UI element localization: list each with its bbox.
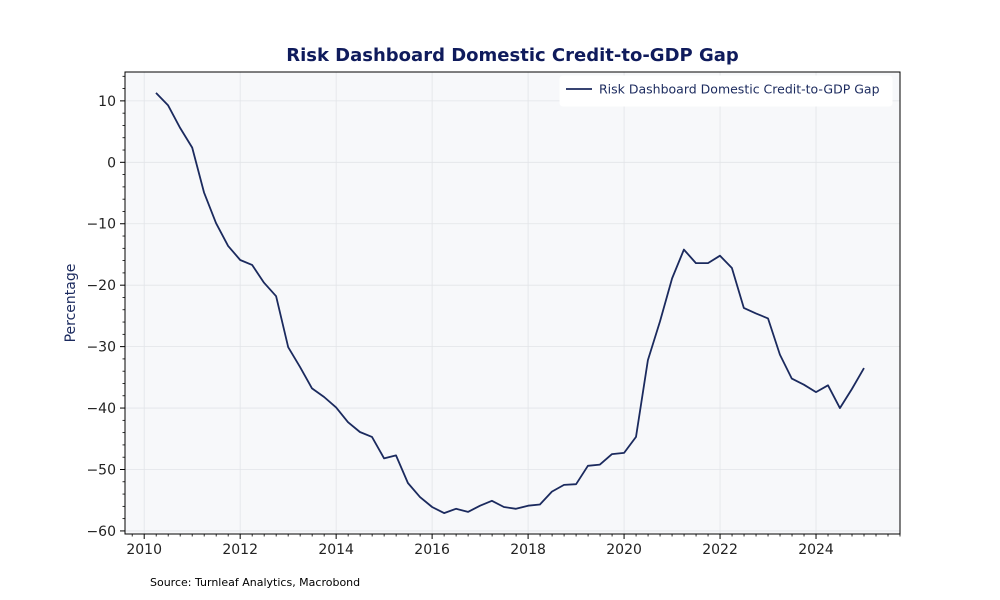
y-tick-label: −60 bbox=[86, 524, 116, 540]
series-line bbox=[155, 92, 865, 514]
x-tick-label: 2012 bbox=[222, 542, 258, 558]
source-note: Source: Turnleaf Analytics, Macrobond bbox=[150, 576, 361, 589]
x-tick-label: 2016 bbox=[414, 542, 450, 558]
y-tick-label: 0 bbox=[107, 155, 116, 171]
y-tick-label: −50 bbox=[86, 462, 116, 478]
x-tick-label: 2022 bbox=[702, 542, 738, 558]
y-tick-label: −40 bbox=[86, 401, 116, 417]
plot-frame bbox=[124, 71, 901, 535]
legend-label: Risk Dashboard Domestic Credit-to-GDP Ga… bbox=[599, 82, 880, 97]
y-tick-label: −30 bbox=[86, 340, 116, 356]
x-tick-label: 2010 bbox=[126, 542, 162, 558]
x-tick-label: 2018 bbox=[510, 542, 546, 558]
x-tick-label: 2024 bbox=[798, 542, 834, 558]
y-tick-label: −10 bbox=[86, 217, 116, 233]
x-tick-label: 2020 bbox=[606, 542, 642, 558]
legend-box bbox=[559, 75, 893, 107]
y-axis-label: Percentage bbox=[63, 264, 79, 343]
chart-title: Risk Dashboard Domestic Credit-to-GDP Ga… bbox=[286, 45, 739, 66]
plot-area bbox=[125, 72, 900, 534]
x-tick-label: 2014 bbox=[318, 542, 354, 558]
y-tick-label: −20 bbox=[86, 278, 116, 294]
y-tick-label: 10 bbox=[98, 94, 116, 110]
